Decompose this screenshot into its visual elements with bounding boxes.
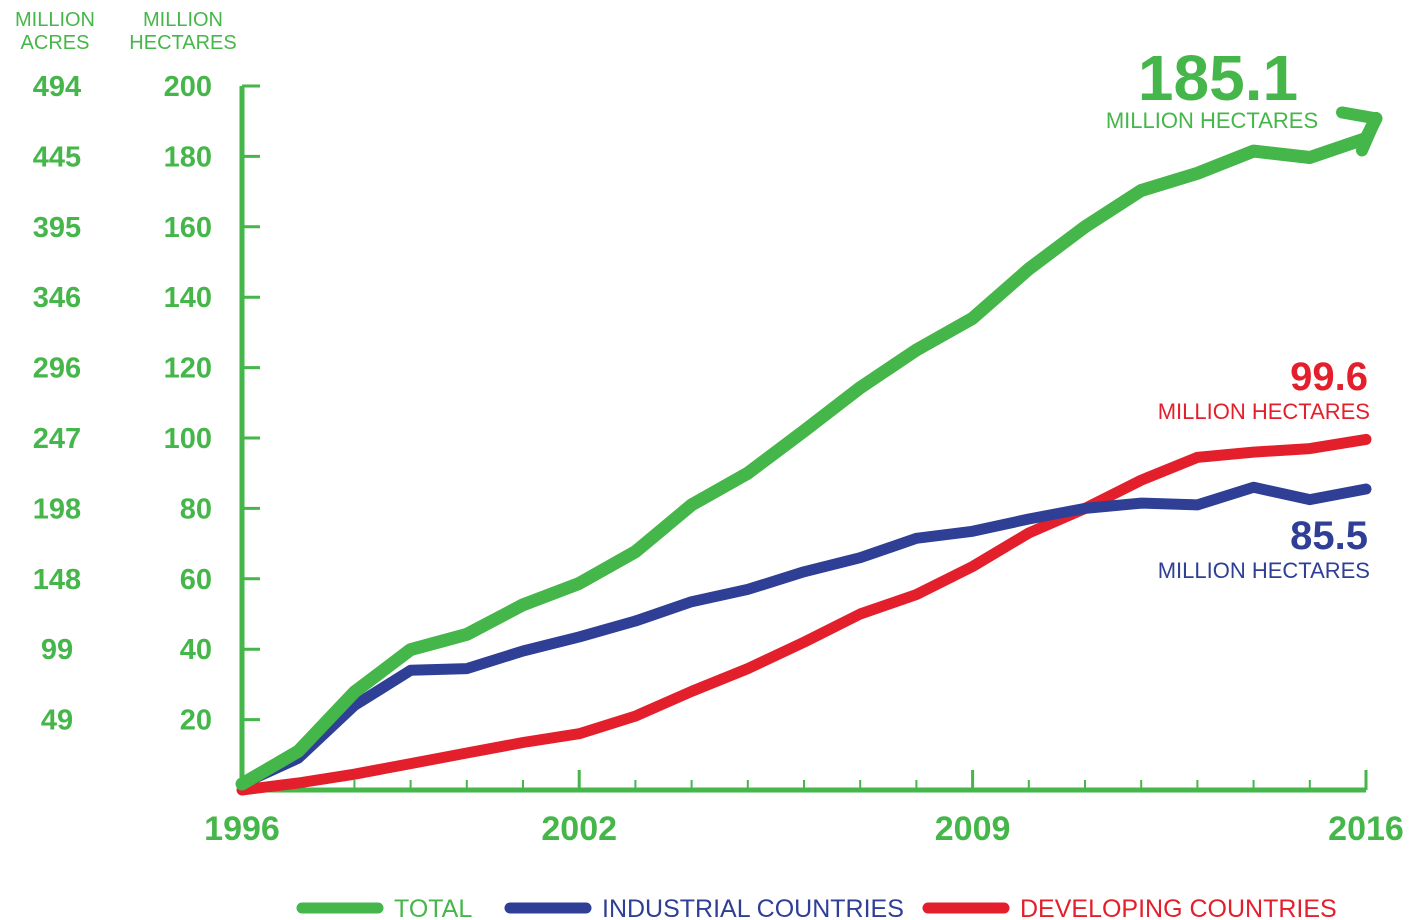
hectares-axis-header-line1: MILLION: [143, 9, 223, 31]
acres-axis-header-line2: ACRES: [21, 32, 90, 54]
acres-tick-label: 148: [33, 564, 81, 596]
total-end-value: 185.1: [1138, 42, 1298, 114]
hectares-tick-label: 60: [180, 564, 212, 596]
total-arrow-head: [1336, 106, 1382, 157]
hectares-tick-label: 180: [164, 141, 212, 173]
hectares-tick-label: 40: [180, 634, 212, 666]
hectares-tick-label: 20: [180, 705, 212, 737]
acres-tick-label: 395: [33, 212, 81, 244]
acres-tick-label: 198: [33, 493, 81, 525]
hectares-tick-label: 80: [180, 493, 212, 525]
legend-label-industrial: INDUSTRIAL COUNTRIES: [602, 895, 904, 920]
industrial-end-value: 85.5: [1290, 514, 1368, 558]
hectares-tick-label: 200: [164, 71, 212, 103]
hectares-tick-label: 100: [164, 423, 212, 455]
developing-end-value: 99.6: [1290, 355, 1368, 399]
legend-label-total: TOTAL: [394, 895, 472, 920]
total-end-unit: MILLION HECTARES: [1106, 108, 1318, 133]
industrial-end-unit: MILLION HECTARES: [1158, 558, 1370, 583]
developing-series-line: [236, 433, 1372, 796]
acres-tick-label: 494: [33, 71, 81, 103]
acres-tick-label: 247: [33, 423, 81, 455]
hectares-tick-label: 140: [164, 282, 212, 314]
x-tick-label: 2002: [541, 810, 617, 848]
industrial-series-line: [236, 481, 1372, 790]
total-series-line: [235, 131, 1373, 791]
hectares-tick-label: 160: [164, 212, 212, 244]
legend-label-developing: DEVELOPING COUNTRIES: [1020, 895, 1337, 920]
legend: TOTAL INDUSTRIAL COUNTRIES DEVELOPING CO…: [296, 895, 1337, 920]
acres-tick-label: 99: [41, 634, 73, 666]
acres-axis-header-line1: MILLION: [15, 9, 95, 31]
hectares-tick-label: 120: [164, 353, 212, 385]
acres-tick-label: 346: [33, 282, 81, 314]
x-tick-label: 2009: [935, 810, 1011, 848]
acres-tick-label: 49: [41, 705, 73, 737]
hectares-axis-header-line2: HECTARES: [129, 32, 236, 54]
acres-tick-label: 445: [33, 141, 81, 173]
acres-tick-label: 296: [33, 353, 81, 385]
x-tick-label: 1996: [204, 810, 280, 848]
x-tick-label: 2016: [1328, 810, 1404, 848]
developing-end-unit: MILLION HECTARES: [1158, 399, 1370, 424]
